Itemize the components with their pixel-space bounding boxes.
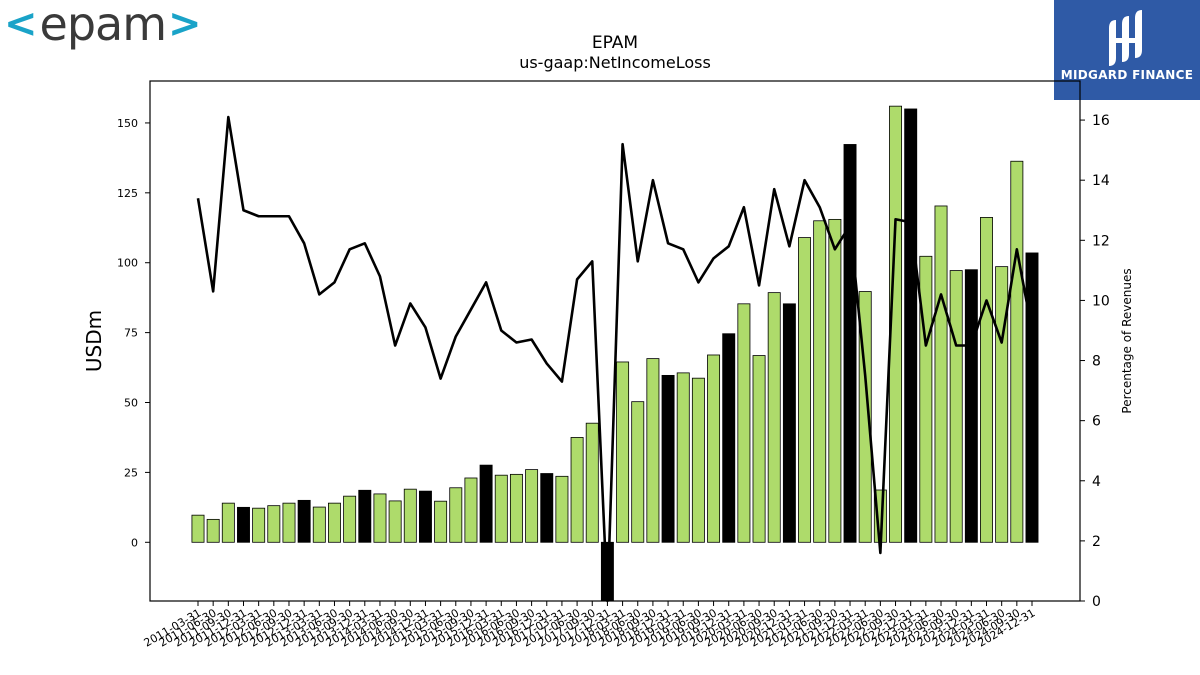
- bar-2011-06-30: [206, 518, 220, 543]
- y2-tick-label: 2: [1092, 534, 1101, 550]
- bar-2013-09-30: [343, 495, 357, 543]
- logo-wordmark: epam: [39, 0, 167, 51]
- bar-2015-03-31: [434, 500, 448, 543]
- percentage-line: [196, 115, 1034, 603]
- bar-2012-12-31: [297, 499, 311, 543]
- chart-title: EPAM: [592, 33, 638, 53]
- bar-2024-03-31: [980, 217, 993, 543]
- epam-logo: < epam >: [4, 0, 202, 51]
- bar-2019-06-30: [691, 377, 705, 543]
- bar-2024-06-30: [995, 266, 1009, 543]
- bar-2013-06-30: [328, 502, 341, 543]
- y2-tick-label: 4: [1092, 474, 1101, 490]
- y-axis-label: USDm: [82, 310, 106, 372]
- bar-2023-06-30: [934, 205, 948, 543]
- bar-2019-12-31: [722, 333, 736, 543]
- bar-2022-12-31: [904, 108, 918, 543]
- bar-2014-12-31: [418, 490, 432, 543]
- y2-tick-label: 14: [1092, 173, 1110, 189]
- y-tick-label: 100: [117, 257, 138, 270]
- bar-2014-09-30: [403, 488, 417, 543]
- y-tick-label: 50: [124, 397, 138, 410]
- bar-2013-03-31: [312, 506, 326, 543]
- bar-2024-12-31: [1025, 252, 1039, 543]
- bar-2015-12-31: [479, 464, 493, 543]
- bar-2023-09-30: [949, 270, 963, 543]
- y2-tick-label: 0: [1092, 594, 1101, 610]
- bar-2016-12-31: [540, 473, 554, 543]
- bar-2012-09-30: [282, 502, 296, 543]
- bar-2013-12-31: [358, 489, 372, 543]
- y2-tick-label: 16: [1092, 113, 1110, 129]
- bar-2019-09-30: [707, 354, 721, 543]
- y2-tick-label: 6: [1092, 414, 1101, 430]
- bar-2012-03-31: [252, 507, 266, 543]
- logo-chevron-right-icon: >: [168, 1, 202, 47]
- bar-2019-03-31: [676, 372, 690, 543]
- bar-2015-09-30: [464, 477, 478, 543]
- logo-chevron-left-icon: <: [4, 1, 38, 47]
- midgard-wordmark: MIDGARD FINANCE: [1060, 68, 1194, 82]
- bar-2020-03-31: [737, 303, 751, 543]
- bar-2012-06-30: [267, 505, 281, 543]
- midgard-finance-logo: MIDGARD FINANCE: [1054, 0, 1200, 100]
- y-tick-label: 75: [124, 327, 138, 340]
- bar-2021-12-31: [843, 144, 857, 543]
- bar-2020-09-30: [767, 292, 781, 543]
- bar-2020-06-30: [752, 355, 766, 543]
- bar-2014-03-31: [373, 493, 387, 543]
- bar-2018-03-31: [616, 361, 630, 543]
- y-tick-label: 25: [124, 466, 138, 479]
- y2-tick-label: 10: [1092, 293, 1110, 309]
- bar-2021-09-30: [828, 218, 842, 543]
- bar-2016-09-30: [525, 469, 539, 543]
- bar-2016-03-31: [494, 474, 508, 543]
- y2-tick-label: 12: [1092, 233, 1110, 249]
- x-axis: 2011-03-312011-06-302011-09-302011-12-31…: [142, 601, 1038, 650]
- bar-2018-06-30: [631, 401, 645, 543]
- y-axis-left: 0 25 50 75 100 125 150: [117, 117, 150, 549]
- chart-subtitle: us-gaap:NetIncomeLoss: [519, 53, 711, 72]
- bar-2015-06-30: [449, 487, 463, 543]
- bar-2021-03-31: [798, 237, 812, 543]
- bar-2021-06-30: [813, 220, 827, 543]
- bar-2017-03-31: [555, 475, 569, 543]
- y-tick-label: 150: [117, 117, 138, 130]
- y2-tick-label: 8: [1092, 354, 1101, 370]
- line-series: [196, 115, 1034, 603]
- bar-2011-12-31: [237, 506, 250, 543]
- bar-2023-03-31: [919, 255, 933, 543]
- bar-2018-12-31: [661, 374, 675, 543]
- y2-axis-label: Percentage of Revenues: [1120, 268, 1134, 413]
- bar-2011-03-31: [191, 514, 205, 543]
- bar-2017-09-30: [585, 422, 599, 543]
- plot-frame: [149, 80, 1081, 602]
- y-axis-right: 0 2 4 6 8 10 12 14 16: [1080, 113, 1110, 610]
- bar-2011-09-30: [221, 502, 235, 543]
- y-tick-label: 0: [131, 536, 138, 549]
- bar-2016-06-30: [509, 473, 523, 543]
- bar-2024-09-30: [1010, 160, 1024, 543]
- bar-2014-06-30: [388, 500, 402, 543]
- bar-2023-12-31: [964, 269, 978, 543]
- bar-2020-12-31: [782, 303, 796, 543]
- bar-series: [191, 105, 1039, 602]
- y-tick-label: 125: [117, 187, 138, 200]
- midgard-mark-icon: [1109, 10, 1142, 66]
- bar-2017-06-30: [570, 437, 584, 543]
- bar-2018-09-30: [646, 358, 660, 543]
